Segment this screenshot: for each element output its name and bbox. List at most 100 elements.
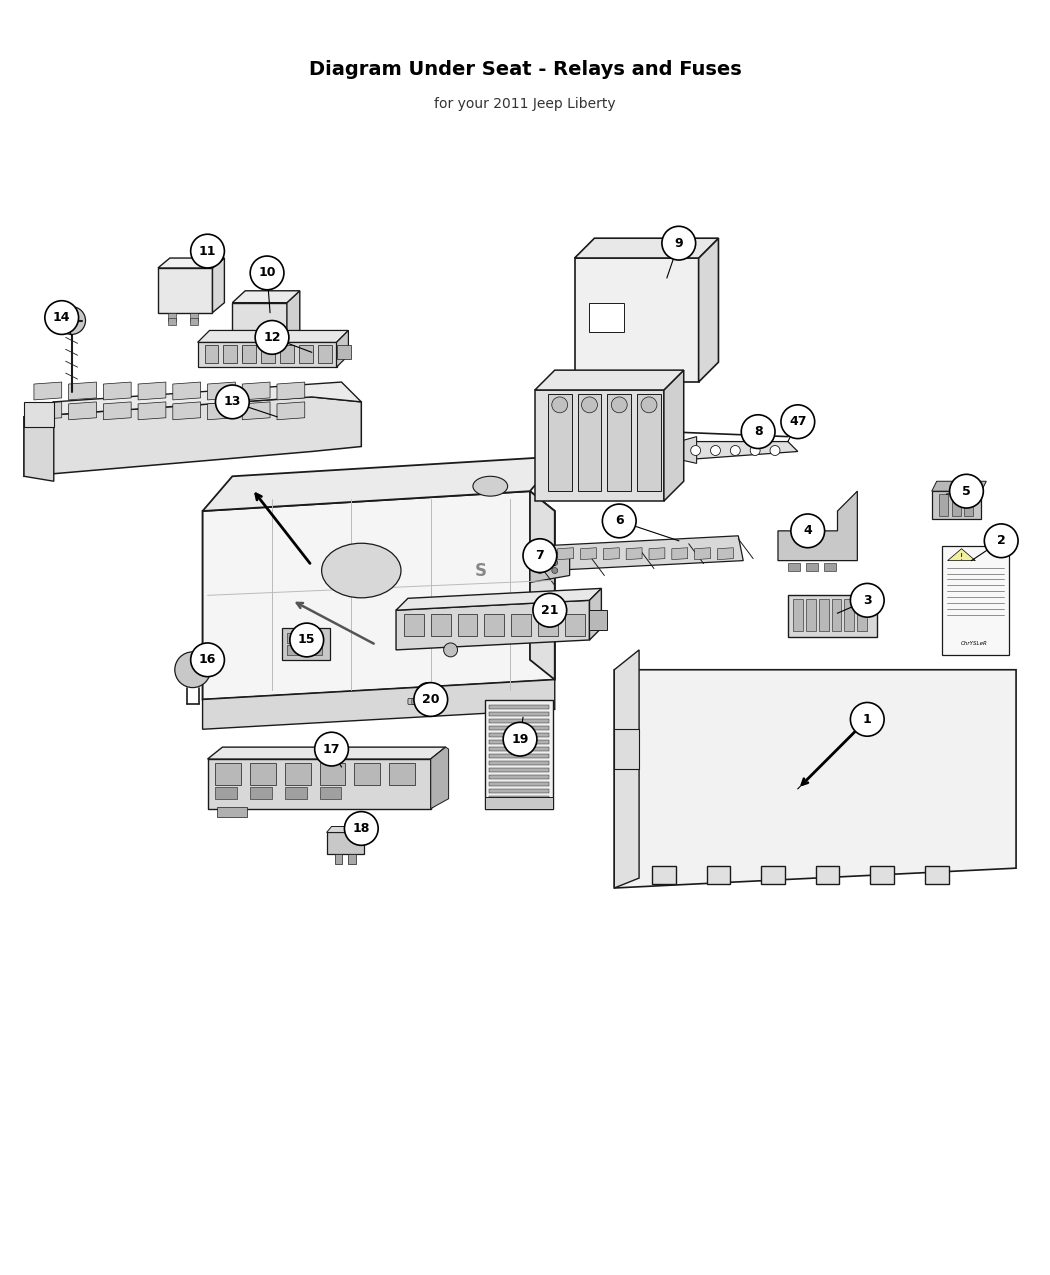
Polygon shape (34, 402, 62, 419)
Polygon shape (545, 536, 743, 570)
Polygon shape (534, 370, 684, 390)
Bar (485, 700, 552, 808)
Bar (942, 546, 1009, 655)
Polygon shape (614, 669, 1016, 887)
Text: 47: 47 (789, 416, 806, 428)
Bar (243, 347, 250, 356)
Polygon shape (664, 370, 684, 501)
Bar (430, 615, 450, 636)
Text: 20: 20 (422, 694, 440, 706)
Polygon shape (208, 759, 430, 808)
Bar (951, 495, 961, 516)
Circle shape (770, 445, 780, 455)
Text: 10: 10 (258, 266, 276, 279)
Bar (931, 491, 982, 519)
Polygon shape (931, 481, 986, 491)
FancyBboxPatch shape (424, 699, 432, 705)
Circle shape (750, 445, 760, 455)
Polygon shape (574, 238, 718, 258)
Circle shape (781, 405, 815, 439)
Polygon shape (581, 548, 596, 560)
Bar (939, 495, 947, 516)
Bar (823, 562, 836, 570)
Text: 9: 9 (674, 237, 684, 250)
Bar (319, 787, 341, 798)
Bar (578, 394, 602, 491)
Bar (217, 807, 247, 816)
Polygon shape (396, 588, 602, 611)
Polygon shape (695, 548, 711, 560)
Bar (538, 615, 558, 636)
Circle shape (537, 560, 543, 566)
Polygon shape (698, 238, 718, 382)
Text: 6: 6 (615, 514, 624, 528)
Polygon shape (208, 402, 235, 419)
Bar (265, 352, 272, 361)
Bar (637, 394, 660, 491)
Bar (607, 394, 631, 491)
Polygon shape (103, 402, 131, 419)
Bar (489, 768, 549, 771)
Polygon shape (24, 382, 361, 417)
Circle shape (215, 385, 249, 418)
Bar (925, 866, 948, 884)
Bar (489, 733, 549, 737)
Polygon shape (614, 650, 639, 887)
Polygon shape (197, 330, 349, 343)
Bar (761, 866, 785, 884)
Polygon shape (589, 588, 602, 640)
Bar (589, 302, 624, 333)
Text: 13: 13 (224, 395, 242, 408)
Bar (489, 747, 549, 751)
Polygon shape (232, 291, 300, 302)
Circle shape (191, 235, 225, 268)
Circle shape (611, 397, 627, 413)
Text: 14: 14 (52, 311, 70, 324)
Circle shape (552, 567, 558, 574)
Text: 19: 19 (511, 733, 529, 746)
Bar (261, 346, 275, 363)
Bar (287, 632, 301, 643)
Bar (282, 629, 330, 660)
Bar (858, 599, 867, 631)
Text: S: S (475, 561, 486, 580)
Polygon shape (232, 302, 287, 347)
Polygon shape (604, 548, 620, 560)
Circle shape (949, 474, 984, 507)
Bar (287, 645, 301, 655)
Polygon shape (277, 402, 304, 419)
Bar (168, 317, 175, 325)
Bar (707, 866, 731, 884)
Bar (285, 762, 311, 785)
Bar (816, 866, 840, 884)
Circle shape (850, 584, 884, 617)
Bar (489, 775, 549, 779)
Circle shape (533, 593, 567, 627)
Polygon shape (530, 551, 570, 583)
Text: for your 2011 Jeep Liberty: for your 2011 Jeep Liberty (435, 97, 615, 111)
Polygon shape (430, 747, 448, 808)
Circle shape (315, 732, 349, 766)
Bar (489, 789, 549, 793)
Bar (215, 787, 237, 798)
Circle shape (414, 682, 447, 717)
FancyBboxPatch shape (416, 699, 424, 705)
Circle shape (603, 504, 636, 538)
Polygon shape (678, 441, 798, 459)
Polygon shape (649, 548, 665, 560)
Circle shape (552, 560, 558, 566)
Bar (390, 762, 415, 785)
Polygon shape (208, 382, 235, 400)
Text: 11: 11 (198, 245, 216, 258)
Ellipse shape (472, 477, 507, 496)
Text: 21: 21 (541, 604, 559, 617)
Text: 4: 4 (803, 524, 812, 537)
Polygon shape (68, 382, 97, 400)
Bar (318, 346, 332, 363)
Bar (215, 762, 242, 785)
Polygon shape (68, 402, 97, 419)
Polygon shape (574, 258, 698, 382)
Bar (243, 352, 250, 361)
Polygon shape (139, 382, 166, 400)
Bar (844, 599, 855, 631)
